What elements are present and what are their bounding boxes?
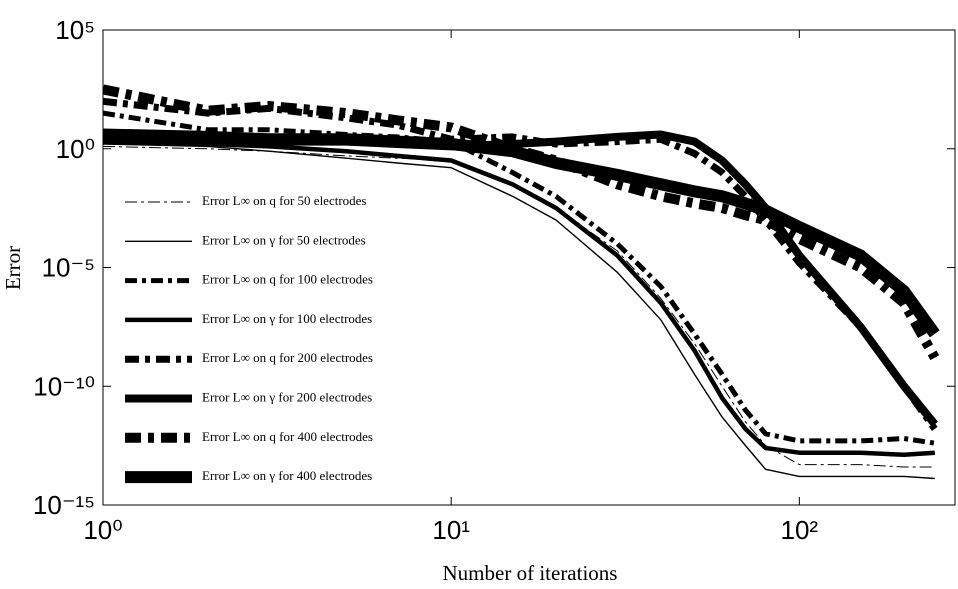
series-line <box>103 145 935 468</box>
legend-label: Error L∞ on γ for 200 electrodes <box>202 389 372 404</box>
legend-label: Error L∞ on γ for 50 electrodes <box>202 232 366 247</box>
y-tick-label: 10⁻¹⁰ <box>33 371 95 401</box>
x-tick-label: 10¹ <box>432 515 470 545</box>
legend-label: Error L∞ on q for 50 electrodes <box>202 193 367 208</box>
series-line <box>103 128 940 338</box>
series-line <box>103 84 940 361</box>
legend-label: Error L∞ on q for 200 electrodes <box>202 350 373 365</box>
series-line <box>103 139 935 458</box>
x-tick-label: 10² <box>781 515 819 545</box>
y-tick-label: 10⁻¹⁵ <box>33 490 95 520</box>
series-line <box>103 143 935 480</box>
y-tick-label: 10⁻⁵ <box>42 253 95 283</box>
x-axis-label: Number of iterations <box>443 561 618 585</box>
x-tick-label: 10⁰ <box>83 515 122 545</box>
legend-label: Error L∞ on q for 100 electrodes <box>202 272 373 287</box>
legend-label: Error L∞ on q for 400 electrodes <box>202 429 373 444</box>
series-line <box>103 110 936 446</box>
legend-label: Error L∞ on γ for 100 electrodes <box>202 311 372 326</box>
y-axis-label: Error <box>1 246 25 290</box>
y-tick-label: 10⁵ <box>55 15 95 45</box>
y-tick-label: 10⁰ <box>56 134 95 164</box>
legend-label: Error L∞ on γ for 400 electrodes <box>202 468 372 483</box>
